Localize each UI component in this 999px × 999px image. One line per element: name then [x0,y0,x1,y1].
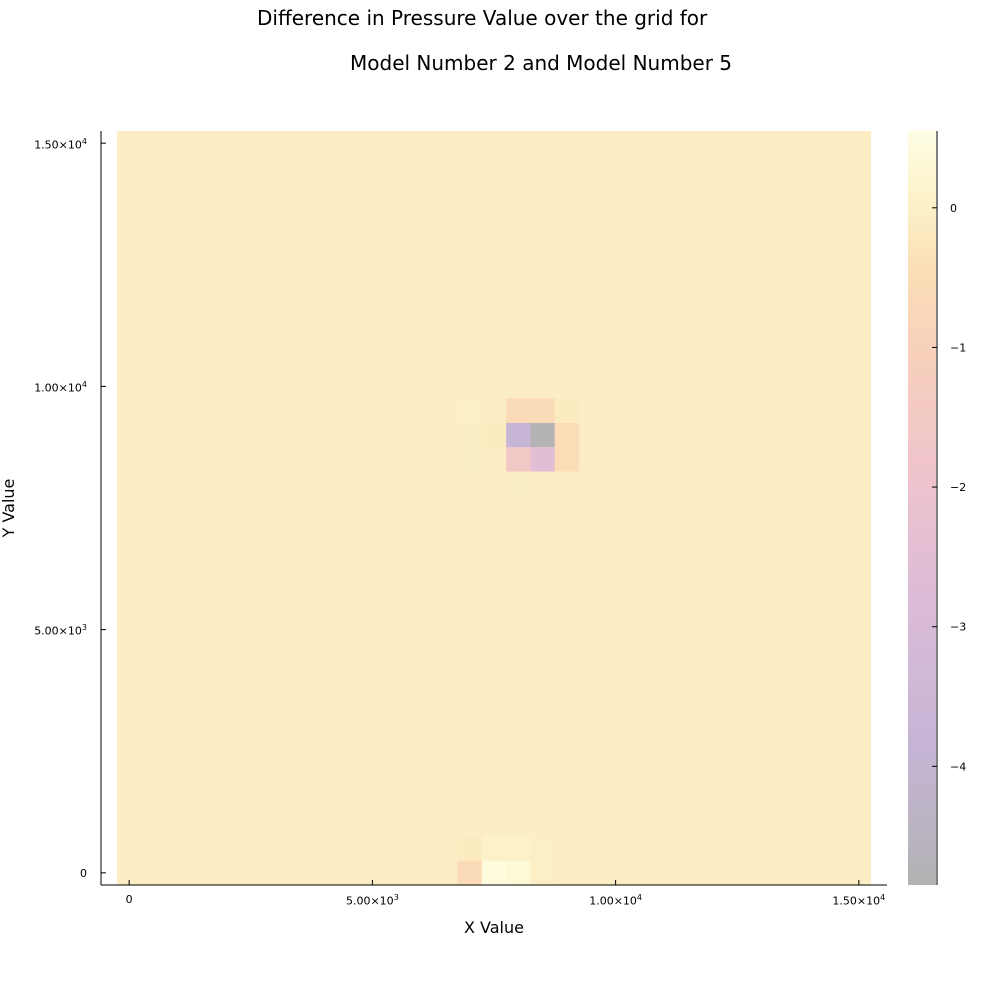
y-tick-label: 1.00×104 [34,380,87,395]
heatmap-cell [530,422,555,448]
heatmap-cell [554,398,580,423]
heatmap-cell [457,860,482,885]
heatmap-cell [481,860,507,885]
colorbar-tick-label: −3 [950,621,966,634]
heatmap-cell [506,422,531,448]
heatmap-cell [457,422,482,448]
colorbar-gradient [908,131,936,885]
heatmap-cell [481,398,507,423]
x-axis-label: X Value [464,918,524,937]
heatmap-cell [433,860,458,885]
y-tick-label: 1.50×104 [34,136,87,152]
heatmap-cell [530,471,555,496]
heatmap-cell [554,422,580,448]
colorbar: 0 −1 −2 −3 −4 [908,131,966,885]
heatmap-cell [457,836,482,861]
chart-title-line-2: Model Number 2 and Model Number 5 [350,51,733,75]
x-tick-label: 0 [125,893,133,906]
plot-area [117,131,871,885]
heatmap-cell [481,836,507,861]
colorbar-tick-label: −2 [950,481,966,494]
chart-title-line-1: Difference in Pressure Value over the gr… [257,6,708,30]
x-tick-label: 1.50×104 [832,893,886,908]
heatmap-cell [506,836,531,861]
heatmap-cell [530,860,555,885]
heatmap-cell [506,860,531,885]
heatmap-cell [506,471,531,496]
x-tick-label: 5.00×103 [345,893,399,908]
axes [100,131,887,886]
heatmap-cell [481,422,507,448]
colorbar-tick-label: −4 [950,760,966,773]
heatmap-background [117,131,871,885]
heatmap-cell [554,447,580,472]
heatmap-cell [457,398,482,423]
colorbar-tick-label: −1 [950,341,966,354]
heatmap-cell [457,447,482,472]
heatmap-cell [530,398,555,423]
colorbar-tick-label: 0 [950,202,957,215]
x-tick-label: 1.00×104 [589,893,643,908]
heatmap-cell [506,447,531,472]
heatmap-cell [481,447,507,472]
heatmap-cell [506,398,531,423]
y-tick-label: 5.00×103 [34,623,87,638]
y-axis-label: Y Value [0,478,18,538]
heatmap-cell [530,836,555,861]
y-tick-label: 0 [80,867,87,881]
heatmap-cell [530,447,555,472]
